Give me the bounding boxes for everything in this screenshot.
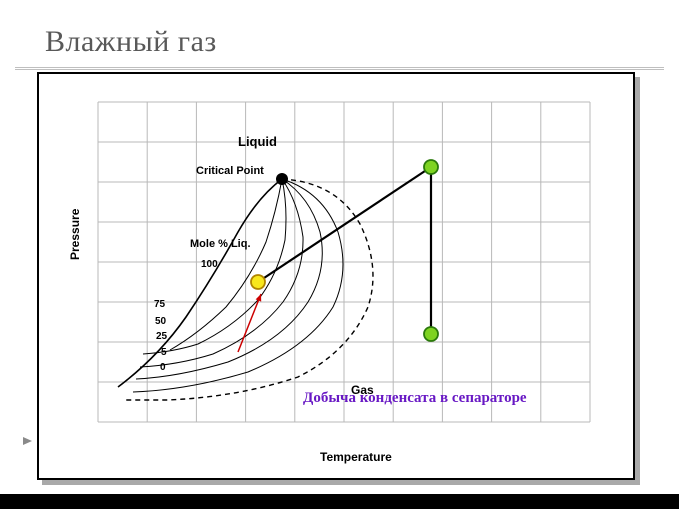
separator-annotation: Добыча конденсата в сепараторе bbox=[303, 390, 527, 407]
reservoir-point-p2 bbox=[424, 327, 438, 341]
bottom-bar bbox=[0, 494, 679, 509]
label-l75: 75 bbox=[154, 299, 166, 310]
arrow-line bbox=[238, 294, 261, 352]
label-critical: Critical Point bbox=[196, 165, 264, 177]
label-liquid: Liquid bbox=[238, 134, 277, 149]
quality-line-q100 bbox=[170, 179, 282, 350]
critical-point-marker bbox=[276, 173, 288, 185]
phase-diagram: LiquidCritical PointMole % Liq.Gas100755… bbox=[98, 102, 590, 422]
label-l5: 5 bbox=[161, 347, 167, 358]
page-title: Влажный газ bbox=[45, 25, 217, 59]
divider bbox=[15, 67, 664, 71]
label-l50: 50 bbox=[155, 316, 167, 327]
reservoir-point-p1 bbox=[424, 160, 438, 174]
arrow-head-icon bbox=[256, 294, 262, 302]
label-l0: 0 bbox=[160, 362, 166, 373]
label-mole: Mole % Liq. bbox=[190, 238, 251, 250]
x-axis-label: Temperature bbox=[320, 450, 392, 464]
separator-point-marker bbox=[251, 275, 265, 289]
y-axis-label: Pressure bbox=[68, 209, 82, 260]
label-l25: 25 bbox=[156, 331, 168, 342]
slide-marker-icon bbox=[23, 437, 32, 445]
label-l100: 100 bbox=[201, 259, 218, 270]
